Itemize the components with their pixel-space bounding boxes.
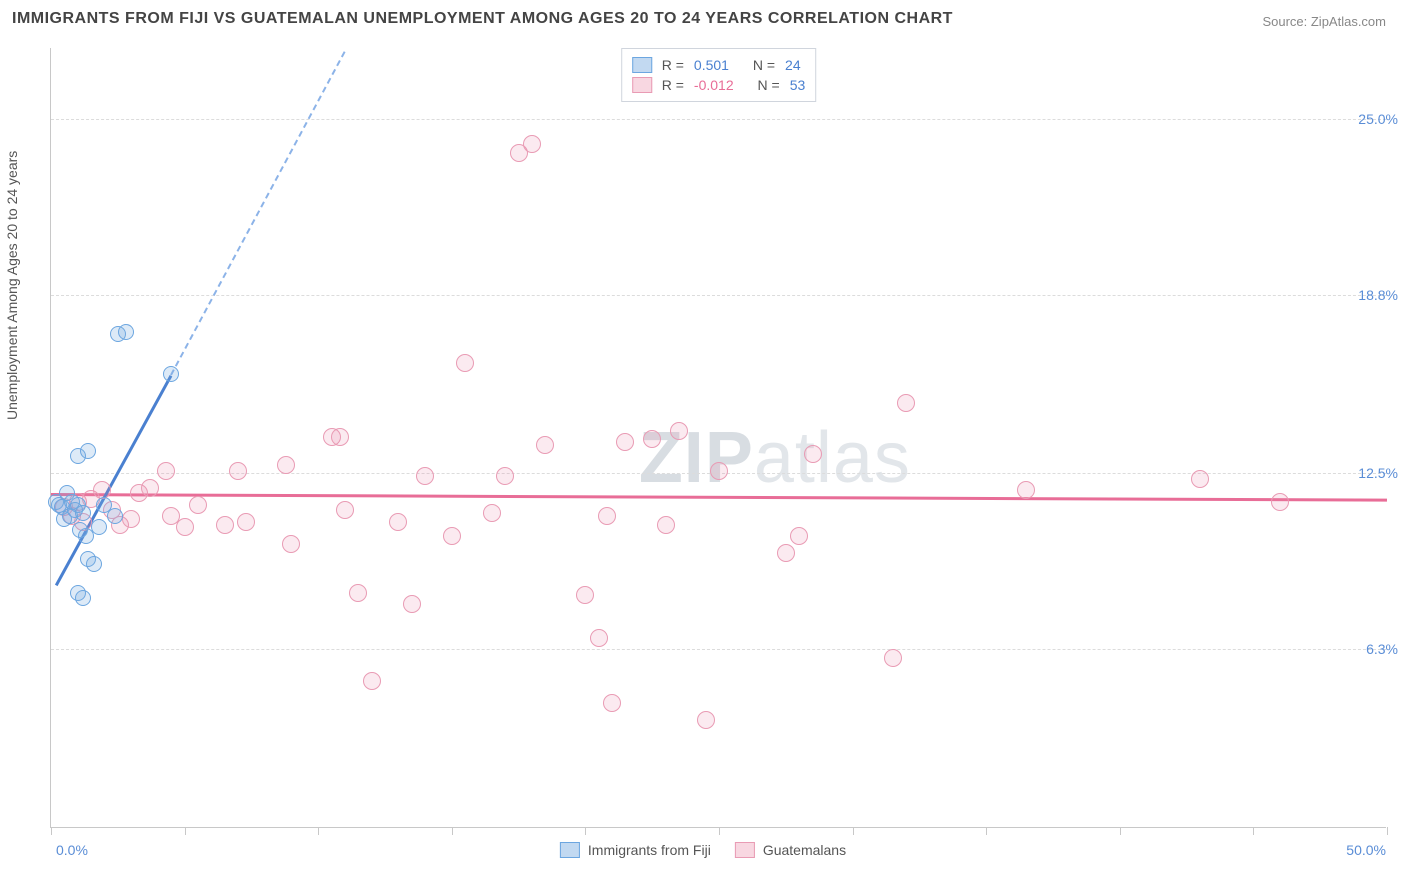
scatter-point-guatemalan	[443, 527, 461, 545]
legend-swatch-fiji	[560, 842, 580, 858]
r-label: R =	[662, 77, 684, 93]
plot-area: ZIPatlas R = 0.501 N = 24 R = -0.012 N =…	[50, 48, 1386, 828]
scatter-point-guatemalan	[590, 629, 608, 647]
legend-swatch-guatemalan	[735, 842, 755, 858]
x-tick	[1387, 827, 1388, 835]
scatter-point-guatemalan	[331, 428, 349, 446]
scatter-point-guatemalan	[282, 535, 300, 553]
scatter-point-guatemalan	[237, 513, 255, 531]
gridline-horizontal	[51, 119, 1386, 120]
r-value-guatemalan: -0.012	[694, 77, 734, 93]
legend-swatch-fiji	[632, 57, 652, 73]
n-label: N =	[758, 77, 780, 93]
gridline-horizontal	[51, 649, 1386, 650]
scatter-point-guatemalan	[389, 513, 407, 531]
x-axis-min-label: 0.0%	[56, 842, 88, 858]
x-tick	[318, 827, 319, 835]
scatter-point-guatemalan	[349, 584, 367, 602]
legend-stats-box: R = 0.501 N = 24 R = -0.012 N = 53	[621, 48, 817, 102]
chart-title: IMMIGRANTS FROM FIJI VS GUATEMALAN UNEMP…	[12, 10, 953, 28]
y-tick-label: 25.0%	[1358, 111, 1398, 127]
legend-label-fiji: Immigrants from Fiji	[588, 842, 711, 858]
scatter-point-guatemalan	[710, 462, 728, 480]
scatter-point-guatemalan	[336, 501, 354, 519]
legend-stats-row-guatemalan: R = -0.012 N = 53	[632, 75, 806, 95]
n-label: N =	[753, 57, 775, 73]
trendline-fiji-extrapolated	[170, 51, 345, 375]
scatter-point-guatemalan	[1271, 493, 1289, 511]
x-tick	[51, 827, 52, 835]
legend-item-fiji: Immigrants from Fiji	[560, 842, 711, 858]
x-tick	[1120, 827, 1121, 835]
y-tick-label: 6.3%	[1366, 641, 1398, 657]
scatter-point-fiji	[80, 443, 96, 459]
legend-label-guatemalan: Guatemalans	[763, 842, 846, 858]
scatter-point-guatemalan	[141, 479, 159, 497]
scatter-point-guatemalan	[897, 394, 915, 412]
scatter-point-guatemalan	[598, 507, 616, 525]
legend-item-guatemalan: Guatemalans	[735, 842, 846, 858]
scatter-point-guatemalan	[416, 467, 434, 485]
scatter-point-guatemalan	[157, 462, 175, 480]
scatter-point-guatemalan	[176, 518, 194, 536]
source-link[interactable]: ZipAtlas.com	[1311, 14, 1386, 29]
scatter-point-guatemalan	[496, 467, 514, 485]
x-tick	[1253, 827, 1254, 835]
scatter-point-guatemalan	[536, 436, 554, 454]
scatter-point-guatemalan	[657, 516, 675, 534]
r-label: R =	[662, 57, 684, 73]
scatter-point-fiji	[75, 505, 91, 521]
x-tick	[986, 827, 987, 835]
source-prefix: Source:	[1262, 14, 1310, 29]
scatter-point-guatemalan	[603, 694, 621, 712]
x-tick	[452, 827, 453, 835]
watermark-bold: ZIP	[639, 418, 754, 498]
trendline-guatemalan	[51, 493, 1387, 501]
scatter-point-guatemalan	[363, 672, 381, 690]
scatter-point-fiji	[118, 324, 134, 340]
scatter-point-guatemalan	[216, 516, 234, 534]
legend-series: Immigrants from Fiji Guatemalans	[560, 842, 846, 858]
x-axis-max-label: 50.0%	[1346, 842, 1386, 858]
y-tick-label: 18.8%	[1358, 287, 1398, 303]
scatter-point-guatemalan	[670, 422, 688, 440]
x-tick	[719, 827, 720, 835]
scatter-point-guatemalan	[403, 595, 421, 613]
scatter-point-guatemalan	[456, 354, 474, 372]
scatter-point-guatemalan	[1017, 481, 1035, 499]
r-value-fiji: 0.501	[694, 57, 729, 73]
scatter-point-guatemalan	[189, 496, 207, 514]
scatter-point-fiji	[86, 556, 102, 572]
y-axis-label: Unemployment Among Ages 20 to 24 years	[4, 151, 20, 420]
scatter-point-guatemalan	[616, 433, 634, 451]
scatter-point-guatemalan	[229, 462, 247, 480]
scatter-point-fiji	[75, 590, 91, 606]
watermark-light: atlas	[754, 418, 911, 498]
scatter-point-fiji	[163, 366, 179, 382]
x-tick	[585, 827, 586, 835]
scatter-point-guatemalan	[804, 445, 822, 463]
scatter-point-guatemalan	[576, 586, 594, 604]
scatter-point-guatemalan	[790, 527, 808, 545]
scatter-point-guatemalan	[643, 430, 661, 448]
scatter-point-fiji	[107, 508, 123, 524]
source-attribution: Source: ZipAtlas.com	[1262, 14, 1386, 29]
scatter-point-guatemalan	[483, 504, 501, 522]
n-value-guatemalan: 53	[790, 77, 806, 93]
x-tick	[185, 827, 186, 835]
scatter-point-guatemalan	[884, 649, 902, 667]
legend-swatch-guatemalan	[632, 77, 652, 93]
scatter-point-guatemalan	[777, 544, 795, 562]
scatter-point-guatemalan	[277, 456, 295, 474]
scatter-point-guatemalan	[1191, 470, 1209, 488]
scatter-point-guatemalan	[523, 135, 541, 153]
gridline-horizontal	[51, 295, 1386, 296]
x-tick	[853, 827, 854, 835]
n-value-fiji: 24	[785, 57, 801, 73]
scatter-point-guatemalan	[697, 711, 715, 729]
scatter-point-fiji	[91, 519, 107, 535]
legend-stats-row-fiji: R = 0.501 N = 24	[632, 55, 806, 75]
scatter-point-guatemalan	[122, 510, 140, 528]
y-tick-label: 12.5%	[1358, 465, 1398, 481]
